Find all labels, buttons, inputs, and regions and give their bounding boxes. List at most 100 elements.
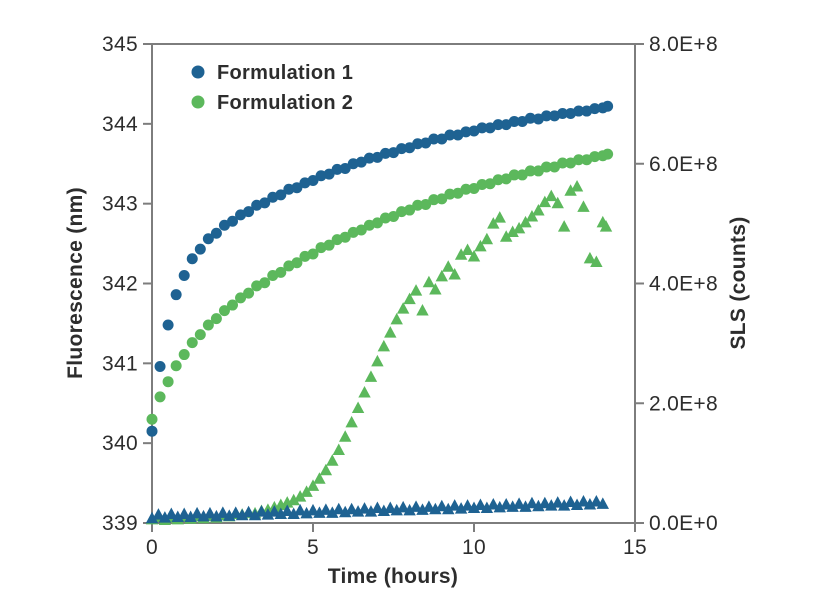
data-point [467, 501, 481, 514]
right-y-tick-label: 8.0E+8 [649, 33, 718, 56]
data-point [194, 329, 206, 341]
data-point [218, 305, 230, 317]
data-point [583, 497, 597, 510]
data-point [227, 215, 238, 227]
data-point [242, 505, 255, 518]
left-y-tick-label: 344 [102, 113, 138, 136]
data-point [444, 129, 456, 141]
data-point [396, 302, 410, 314]
data-point [145, 511, 159, 524]
data-point [460, 183, 472, 195]
data-point [506, 500, 519, 512]
data-point [355, 224, 367, 236]
data-point [506, 225, 519, 238]
data-point [454, 502, 468, 514]
data-point [248, 508, 262, 521]
left-y-tick-label: 340 [102, 432, 138, 455]
data-point [551, 496, 564, 508]
data-point [500, 230, 513, 242]
data-point [589, 103, 601, 115]
data-point [345, 415, 358, 428]
left-y-tick-label: 345 [102, 33, 138, 56]
data-point [202, 233, 214, 245]
data-point [564, 184, 577, 196]
data-point [259, 277, 271, 289]
left-y-axis-title: Fluorescence (nm) [64, 187, 87, 379]
axis-ticks: 339 340 341 342 343 344 345 0.0E+0 2.0E+8 4.0E+8 6… [102, 33, 718, 559]
data-point [487, 217, 500, 229]
data-point [476, 179, 488, 191]
data-point [436, 193, 448, 205]
data-point [602, 148, 614, 160]
data-point [319, 463, 333, 476]
data-point [573, 154, 585, 166]
data-point [508, 169, 520, 181]
left-y-tick-label: 341 [102, 352, 138, 375]
data-point [480, 501, 494, 514]
data-point [602, 100, 614, 112]
data-point [291, 257, 303, 269]
data-point [545, 189, 558, 202]
data-point [474, 498, 487, 511]
data-point [243, 287, 255, 299]
data-point [202, 319, 214, 331]
data-point [519, 500, 532, 512]
legend-item-formulation-1: Formulation 1 [191, 62, 353, 84]
series-formulation-1-sls [145, 494, 609, 524]
data-point [428, 133, 440, 145]
data-point [596, 497, 609, 509]
data-point [351, 505, 365, 517]
data-point [454, 248, 468, 260]
legend-item-formulation-2: Formulation 2 [191, 92, 353, 114]
data-point [210, 313, 222, 325]
formulation-2-legend-label: Formulation 2 [217, 92, 353, 114]
data-point [261, 508, 275, 520]
data-point [170, 289, 182, 301]
data-point [291, 182, 303, 194]
data-point [538, 195, 552, 208]
data-point [525, 496, 539, 509]
left-y-tick-label: 343 [102, 193, 138, 216]
data-point [493, 500, 506, 513]
data-point [170, 360, 182, 372]
data-point [146, 425, 158, 437]
data-point [186, 253, 198, 265]
data-point [243, 206, 255, 218]
data-point [194, 243, 206, 255]
formulation-1-legend-label: Formulation 1 [217, 62, 353, 84]
data-point [384, 326, 397, 338]
x-tick-label: 15 [623, 536, 647, 559]
data-point [474, 239, 487, 252]
data-point [358, 502, 371, 514]
right-y-tick-label: 4.0E+8 [649, 273, 718, 296]
data-point [235, 508, 249, 521]
left-y-tick-label: 342 [102, 273, 138, 296]
data-point [313, 472, 326, 484]
data-point [448, 268, 461, 280]
data-point [306, 479, 320, 491]
data-point [364, 370, 378, 382]
data-point [403, 503, 416, 516]
data-point [540, 110, 552, 122]
data-point [444, 188, 456, 200]
data-point [379, 147, 391, 159]
data-point [557, 499, 571, 511]
data-point [210, 509, 223, 522]
data-point [480, 232, 494, 245]
data-point [281, 504, 294, 517]
data-point [420, 198, 432, 210]
data-point [203, 506, 217, 519]
data-point [339, 163, 351, 175]
data-point [358, 385, 371, 398]
right-y-tick-label: 0.0E+0 [649, 512, 718, 535]
data-point [351, 401, 365, 414]
data-point [184, 510, 197, 523]
data-point [404, 204, 416, 216]
data-point [326, 454, 339, 466]
data-point [275, 266, 287, 278]
data-point [323, 239, 335, 251]
data-point [409, 500, 423, 512]
data-point [416, 303, 429, 316]
right-y-axis-title: SLS (counts) [727, 216, 750, 349]
